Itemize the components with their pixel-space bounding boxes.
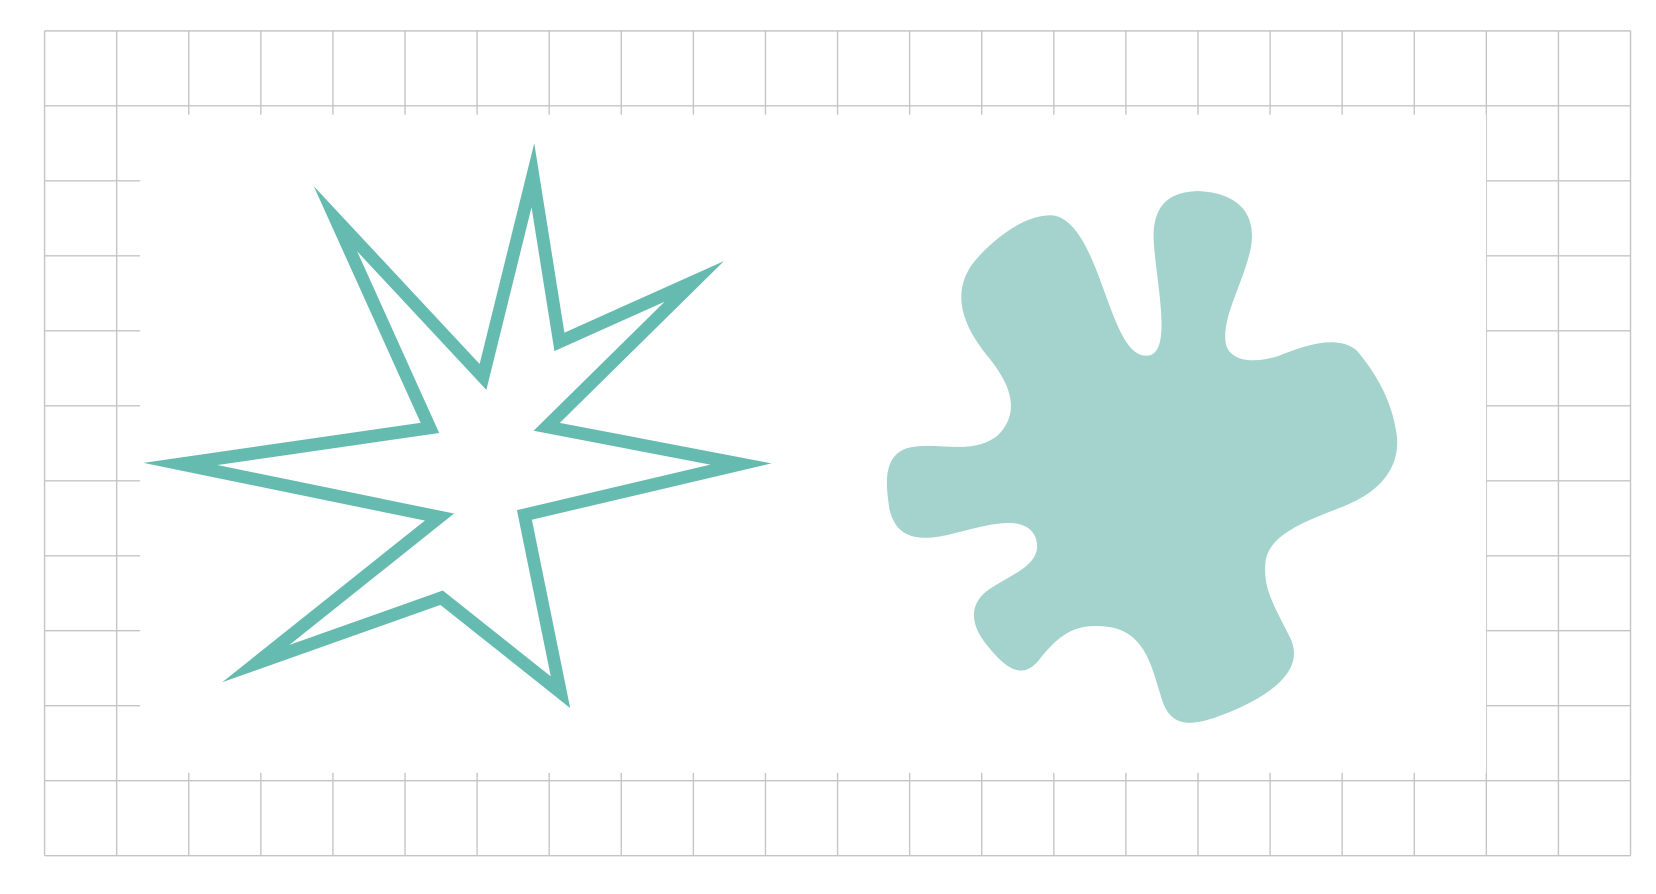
star-outline <box>143 143 772 709</box>
blob-shape <box>886 191 1398 723</box>
